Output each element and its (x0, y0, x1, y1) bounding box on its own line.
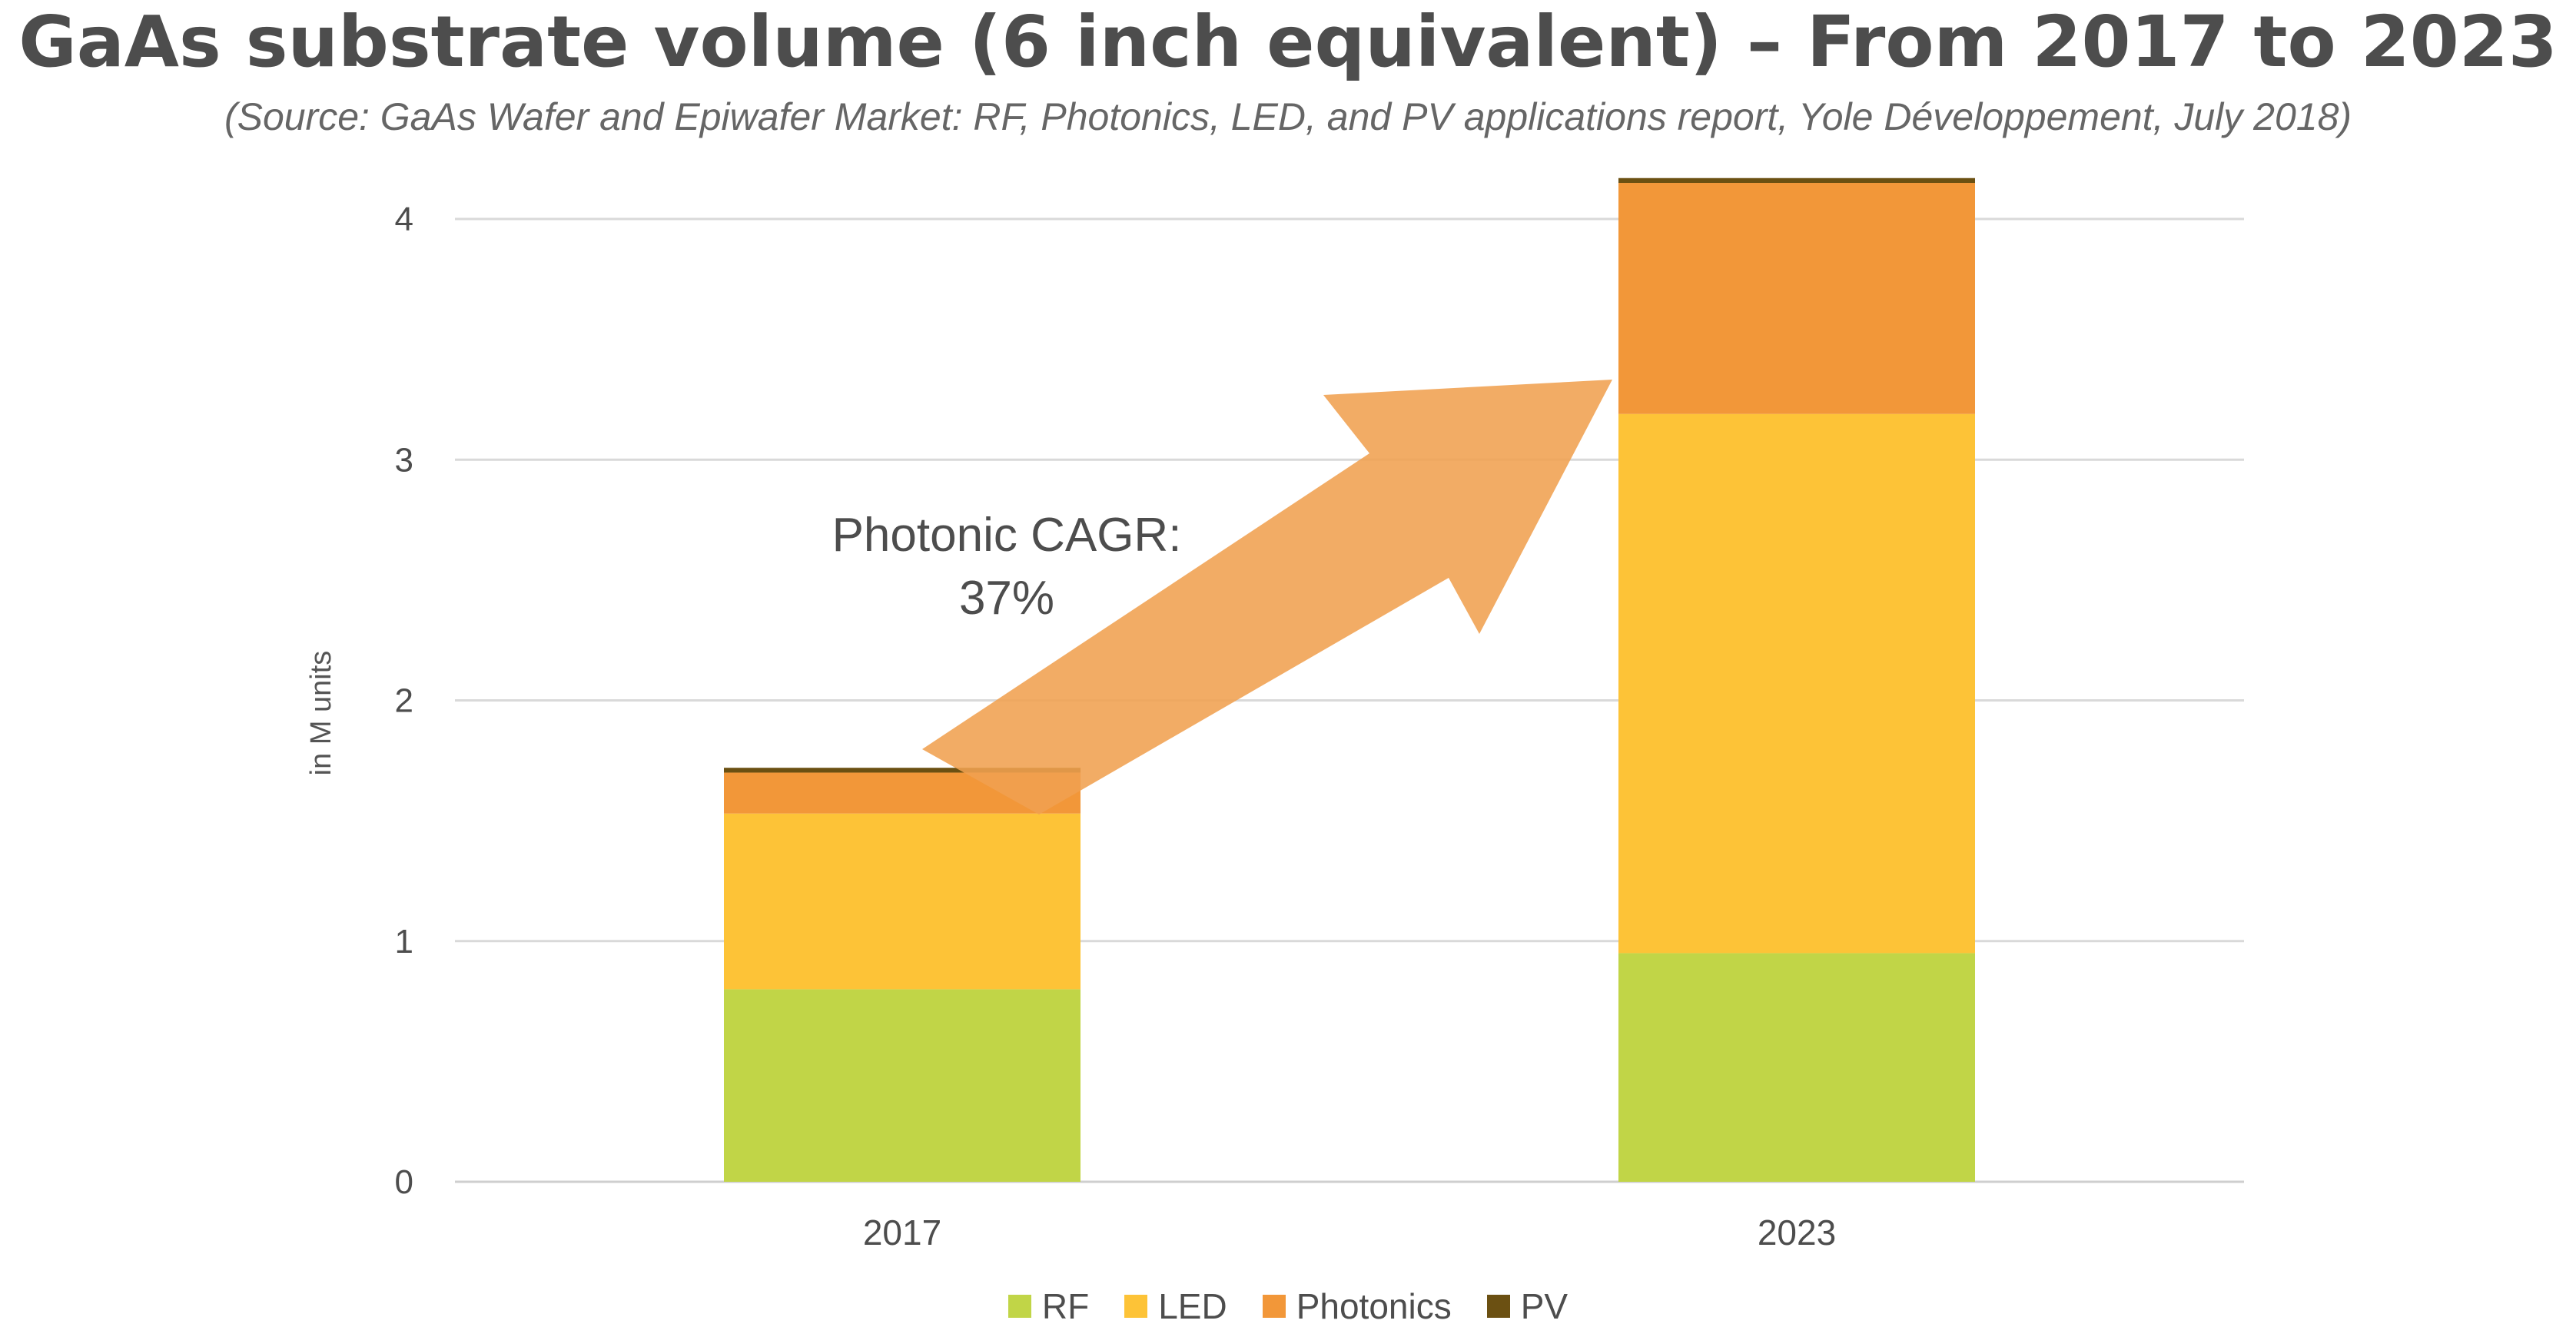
y-tick-label: 4 (395, 201, 413, 238)
legend-swatch-rf (1007, 1295, 1031, 1318)
chart-title: GaAs substrate volume (6 inch equivalent… (18, 1, 2558, 83)
legend-swatch-pv (1486, 1295, 1510, 1318)
tick-labels: 0 1 2 3 4 2017 2023 (395, 201, 1837, 1252)
legend-item-rf: RF (1007, 1286, 1090, 1327)
y-tick-label: 1 (395, 923, 413, 960)
chart-subtitle: (Source: GaAs Wafer and Epiwafer Market:… (224, 95, 2352, 138)
y-tick-label: 3 (395, 441, 413, 479)
x-tick-label: 2023 (1758, 1213, 1836, 1252)
cagr-value: 37% (958, 572, 1055, 625)
bar-segment-rf-2023 (1618, 953, 1975, 1182)
bar-segment-rf-2017 (724, 989, 1081, 1182)
legend-label-photonics: Photonics (1296, 1286, 1452, 1326)
legend-label-led: LED (1158, 1286, 1227, 1326)
bar-segment-pv-2017 (724, 768, 1081, 773)
legend-item-pv: PV (1486, 1286, 1569, 1327)
y-tick-label: 2 (395, 682, 413, 720)
legend-swatch-photonics (1262, 1295, 1286, 1318)
legend-label-rf: RF (1041, 1286, 1090, 1326)
cagr-annotation: Photonic CAGR: 37% (792, 504, 1222, 630)
y-axis-label: in M units (305, 650, 337, 776)
bar-segment-pv-2023 (1618, 177, 1975, 184)
legend-label-pv: PV (1520, 1286, 1569, 1326)
legend-item-led: LED (1124, 1286, 1227, 1327)
x-tick-label: 2017 (863, 1213, 941, 1252)
bar-segment-led-2017 (724, 813, 1081, 990)
legend-item-photonics: Photonics (1262, 1286, 1452, 1327)
bar-segment-led-2023 (1618, 413, 1975, 954)
legend: RF LED Photonics PV (0, 1285, 2576, 1328)
y-tick-label: 0 (395, 1163, 413, 1201)
growth-arrow (922, 380, 1612, 814)
bars (724, 177, 1975, 1182)
gridlines (455, 217, 2244, 1183)
bar-segment-photonics-2023 (1618, 183, 1975, 414)
legend-swatch-led (1124, 1295, 1148, 1318)
cagr-label: Photonic CAGR: (832, 509, 1182, 562)
